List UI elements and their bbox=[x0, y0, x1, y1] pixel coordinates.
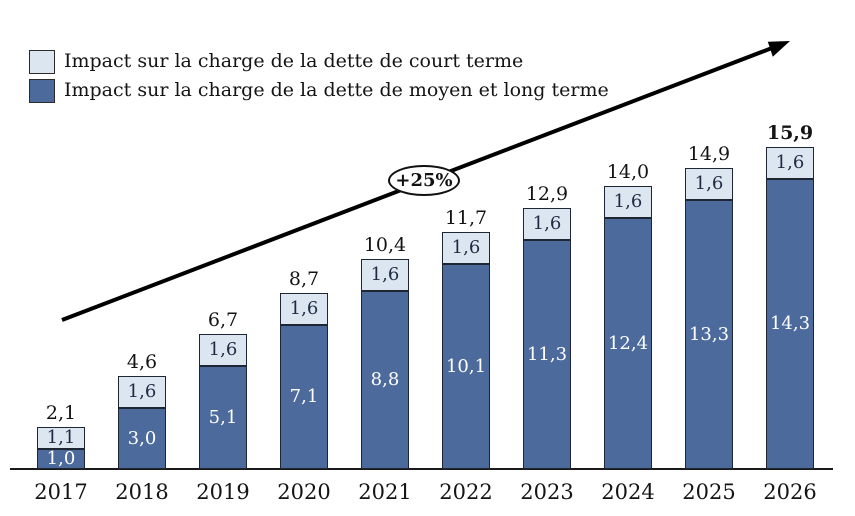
segment-value-label: 3,0 bbox=[127, 427, 157, 449]
segment-value-label: 1,6 bbox=[289, 298, 319, 319]
total-label-2017: 2,1 bbox=[45, 402, 77, 424]
segment-value-label: 1,6 bbox=[694, 173, 724, 194]
segment-value-label: 1,6 bbox=[451, 237, 481, 258]
bar-segment-court-terme-2025: 1,6 bbox=[685, 168, 733, 200]
bar-segment-court-terme-2020: 1,6 bbox=[280, 293, 328, 325]
legend-item-court-terme: Impact sur la charge de la dette de cour… bbox=[29, 49, 609, 74]
segment-value-label: 1,6 bbox=[613, 191, 643, 212]
bar-segment-court-terme-2022: 1,6 bbox=[442, 232, 490, 264]
legend-swatch-moyen-long-terme-icon bbox=[29, 78, 55, 103]
total-label-2025: 14,9 bbox=[687, 143, 731, 165]
total-label-2021: 10,4 bbox=[363, 234, 407, 256]
bar-segment-moyen-long-terme-2020: 7,1 bbox=[280, 325, 328, 469]
bar-segment-moyen-long-terme-2021: 8,8 bbox=[361, 291, 409, 469]
x-axis-label-2017: 2017 bbox=[34, 480, 88, 504]
segment-value-label: 13,3 bbox=[688, 323, 730, 345]
bar-segment-court-terme-2019: 1,6 bbox=[199, 334, 247, 366]
segment-value-label: 8,8 bbox=[370, 369, 400, 390]
segment-value-label: 5,1 bbox=[208, 406, 238, 428]
segment-value-label: 7,1 bbox=[289, 386, 319, 407]
segment-value-label: 1,1 bbox=[46, 427, 76, 448]
segment-value-label: 10,1 bbox=[445, 355, 487, 377]
bar-segment-moyen-long-terme-2024: 12,4 bbox=[604, 218, 652, 469]
bar-segment-moyen-long-terme-2018: 3,0 bbox=[118, 408, 166, 469]
total-label-2018: 4,6 bbox=[126, 351, 158, 373]
legend-label-court-terme: Impact sur la charge de la dette de cour… bbox=[64, 50, 524, 72]
segment-value-label: 14,3 bbox=[769, 313, 811, 334]
segment-value-label: 1,6 bbox=[208, 339, 238, 360]
x-axis-label-2024: 2024 bbox=[601, 480, 655, 504]
bar-segment-court-terme-2024: 1,6 bbox=[604, 186, 652, 218]
segment-value-label: 1,6 bbox=[127, 381, 157, 402]
segment-value-label: 1,0 bbox=[46, 448, 76, 469]
bar-segment-moyen-long-terme-2019: 5,1 bbox=[199, 366, 247, 469]
bar-segment-moyen-long-terme-2025: 13,3 bbox=[685, 200, 733, 469]
bar-segment-moyen-long-terme-2022: 10,1 bbox=[442, 264, 490, 469]
x-axis-line bbox=[10, 468, 833, 470]
x-axis-label-2023: 2023 bbox=[520, 480, 574, 504]
bar-segment-court-terme-2018: 1,6 bbox=[118, 376, 166, 408]
legend-item-moyen-long-terme: Impact sur la charge de la dette de moye… bbox=[29, 78, 609, 103]
x-axis-label-2025: 2025 bbox=[682, 480, 736, 504]
segment-value-label: 1,6 bbox=[532, 213, 562, 234]
bar-segment-moyen-long-terme-2026: 14,3 bbox=[766, 179, 814, 469]
bar-segment-court-terme-2026: 1,6 bbox=[766, 147, 814, 179]
x-axis-label-2019: 2019 bbox=[196, 480, 250, 504]
total-label-2022: 11,7 bbox=[444, 207, 488, 229]
total-label-2024: 14,0 bbox=[606, 161, 650, 183]
total-label-2020: 8,7 bbox=[288, 268, 320, 290]
segment-value-label: 12,4 bbox=[607, 332, 649, 354]
total-label-2023: 12,9 bbox=[525, 183, 569, 205]
legend-label-moyen-long-terme: Impact sur la charge de la dette de moye… bbox=[64, 79, 609, 101]
segment-value-label: 1,6 bbox=[370, 264, 400, 285]
x-axis-label-2021: 2021 bbox=[358, 480, 412, 504]
chart-legend: Impact sur la charge de la dette de cour… bbox=[29, 49, 609, 107]
segment-value-label: 11,3 bbox=[526, 343, 568, 365]
x-axis-label-2020: 2020 bbox=[277, 480, 331, 504]
segment-value-label: 1,6 bbox=[775, 152, 805, 173]
x-axis-label-2018: 2018 bbox=[115, 480, 169, 504]
x-axis-label-2022: 2022 bbox=[439, 480, 493, 504]
legend-swatch-court-terme-icon bbox=[29, 49, 55, 74]
bar-segment-moyen-long-terme-2023: 11,3 bbox=[523, 240, 571, 469]
bar-segment-moyen-long-terme-2017: 1,0 bbox=[37, 449, 85, 469]
growth-annotation-badge: +25% bbox=[388, 165, 460, 196]
bar-segment-court-terme-2017: 1,1 bbox=[37, 427, 85, 449]
total-label-2019: 6,7 bbox=[207, 309, 239, 331]
growth-annotation-label: +25% bbox=[395, 170, 453, 191]
bar-segment-court-terme-2021: 1,6 bbox=[361, 259, 409, 291]
bar-segment-court-terme-2023: 1,6 bbox=[523, 208, 571, 240]
x-axis-label-2026: 2026 bbox=[763, 480, 817, 504]
total-label-2026: 15,9 bbox=[766, 122, 814, 144]
